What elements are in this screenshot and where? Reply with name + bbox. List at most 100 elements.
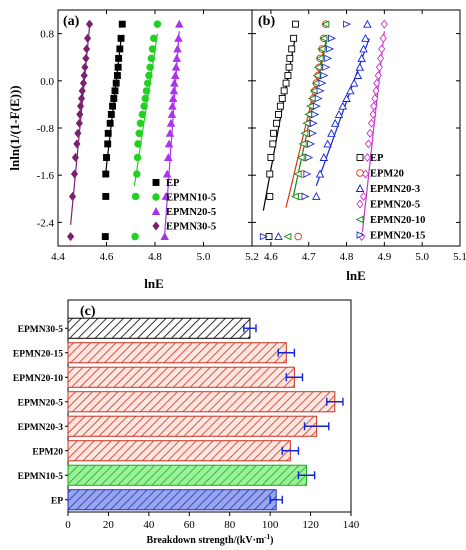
x-tick-label: 140 [343, 519, 360, 531]
x-tick-label: 0 [65, 519, 71, 531]
point-epmn20-3 [349, 78, 359, 87]
point-epmn20-5 [167, 109, 177, 118]
point-epmn30-5 [83, 44, 91, 54]
point-epmn10-5 [140, 102, 148, 110]
point-ep [266, 170, 274, 178]
point-epmn30-5 [79, 78, 88, 88]
legend-label-ep: EP [166, 178, 180, 189]
point-ep [276, 102, 284, 110]
legend-label-epmn20-5: EPMN20-5 [370, 200, 420, 211]
point-ep [104, 129, 112, 137]
point-epmn20-15 [314, 94, 323, 103]
point-epmn20-10 [283, 232, 292, 241]
category-label-ep: EP [51, 496, 63, 506]
x-tick-label: 4.7 [302, 251, 316, 263]
point-epmn30-5 [70, 169, 79, 179]
y-tick-label: -0.8 [37, 123, 55, 135]
point-ep [286, 54, 294, 62]
point-epmn20-5 [174, 19, 184, 28]
point-epm20 [294, 232, 302, 241]
point-epmn20-3 [346, 86, 355, 95]
point-ep [113, 72, 121, 79]
point-epmn20-15 [322, 63, 331, 71]
y-tick-label: 0.0 [40, 76, 54, 88]
y-tick-label: -1.6 [37, 170, 55, 182]
point-epmn20-15 [343, 20, 352, 28]
panel-c-xlabel: Breakdown strength/(kV·m-1) [147, 533, 274, 546]
point-epmn20-5 [168, 94, 178, 102]
panel-c-ticks: EPMN30-5 EPMN20-15 EPMN20-10 EPMN20-5 EPMN20… [13, 325, 360, 531]
point-epmn20-10 [313, 63, 322, 71]
point-epmn20-3 [361, 33, 370, 42]
point-epmn10-5 [143, 79, 152, 87]
point-ep [285, 63, 293, 71]
point-epmn20-15 [316, 87, 325, 95]
point-epmn20-5 [371, 93, 379, 104]
x-tick-label: 4.8 [148, 251, 162, 263]
point-epmn20-15 [305, 153, 314, 162]
point-epmn30-5 [71, 152, 80, 163]
point-epmn20-10 [319, 34, 328, 43]
point-epmn20-5 [364, 139, 373, 149]
point-epmn10-5 [150, 34, 158, 43]
category-label-epmn20-15: EPMN20-15 [13, 349, 63, 359]
point-epmn20-5 [164, 139, 174, 148]
point-epmn20-5 [164, 153, 173, 161]
bar-epmn30-5 [67, 317, 251, 339]
point-ep [118, 20, 126, 28]
legend-marker-epmn20-5 [151, 207, 161, 215]
point-epmn30-5 [67, 232, 75, 242]
legend-label-epm20: EPM20 [370, 169, 404, 180]
point-epmn20-5 [370, 101, 378, 111]
point-epmn20-3 [363, 19, 372, 28]
point-epmn20-5 [171, 71, 180, 79]
point-epmn30-5 [85, 19, 94, 29]
point-epmn20-3 [355, 62, 365, 71]
x-tick-label: 5.2 [245, 251, 259, 263]
point-ep [116, 45, 124, 53]
point-ep [101, 233, 109, 241]
point-ep [292, 20, 299, 28]
panel-b-tag: (b) [258, 14, 275, 29]
point-epmn20-5 [166, 118, 176, 127]
point-epmn20-15 [307, 140, 316, 148]
point-epmn20-3 [274, 232, 283, 241]
panel-a-ticks: 4.4 4.6 4.8 5.0 5.2 0.8 0.0 -0.8 -1.6 -2.4 [37, 10, 259, 263]
point-epmn10-5 [141, 94, 150, 103]
legend-label-ep: EP [370, 153, 384, 164]
legend-marker-ep [152, 179, 160, 186]
point-epmn10-5 [131, 232, 139, 241]
point-epmn20-5 [160, 232, 169, 241]
point-epmn20-5 [380, 19, 388, 29]
point-epmn20-15 [259, 232, 268, 241]
point-epmn30-5 [73, 139, 81, 149]
point-epmn20-10 [315, 54, 324, 63]
point-epmn20-5 [168, 101, 177, 110]
point-epmn20-15 [320, 71, 329, 80]
legend-marker-epmn20-10 [355, 215, 364, 224]
point-epmn30-5 [81, 62, 89, 72]
point-epmn10-5 [136, 119, 145, 128]
point-epmn20-10 [321, 20, 330, 28]
point-epmn20-3 [353, 71, 363, 79]
x-tick-label: 5.0 [197, 251, 211, 263]
point-ep [266, 192, 274, 200]
point-ep [267, 154, 275, 161]
point-epmn20-15 [311, 110, 320, 119]
point-ep [112, 79, 120, 87]
point-epmn30-5 [75, 118, 83, 128]
point-ep [107, 110, 115, 118]
x-tick-label: 100 [262, 519, 279, 531]
point-epmn20-5 [379, 33, 387, 43]
point-epmn20-15 [324, 54, 333, 63]
point-epmn20-5 [373, 78, 381, 88]
legend-marker-epmn20-3 [355, 184, 365, 192]
point-epmn20-15 [312, 102, 321, 110]
point-epmn20-10 [298, 140, 307, 148]
point-epmn20-5 [372, 86, 380, 96]
point-ep [284, 72, 292, 79]
point-epmn20-5 [359, 191, 368, 201]
point-ep [102, 170, 110, 178]
point-epmn20-5 [165, 128, 175, 137]
